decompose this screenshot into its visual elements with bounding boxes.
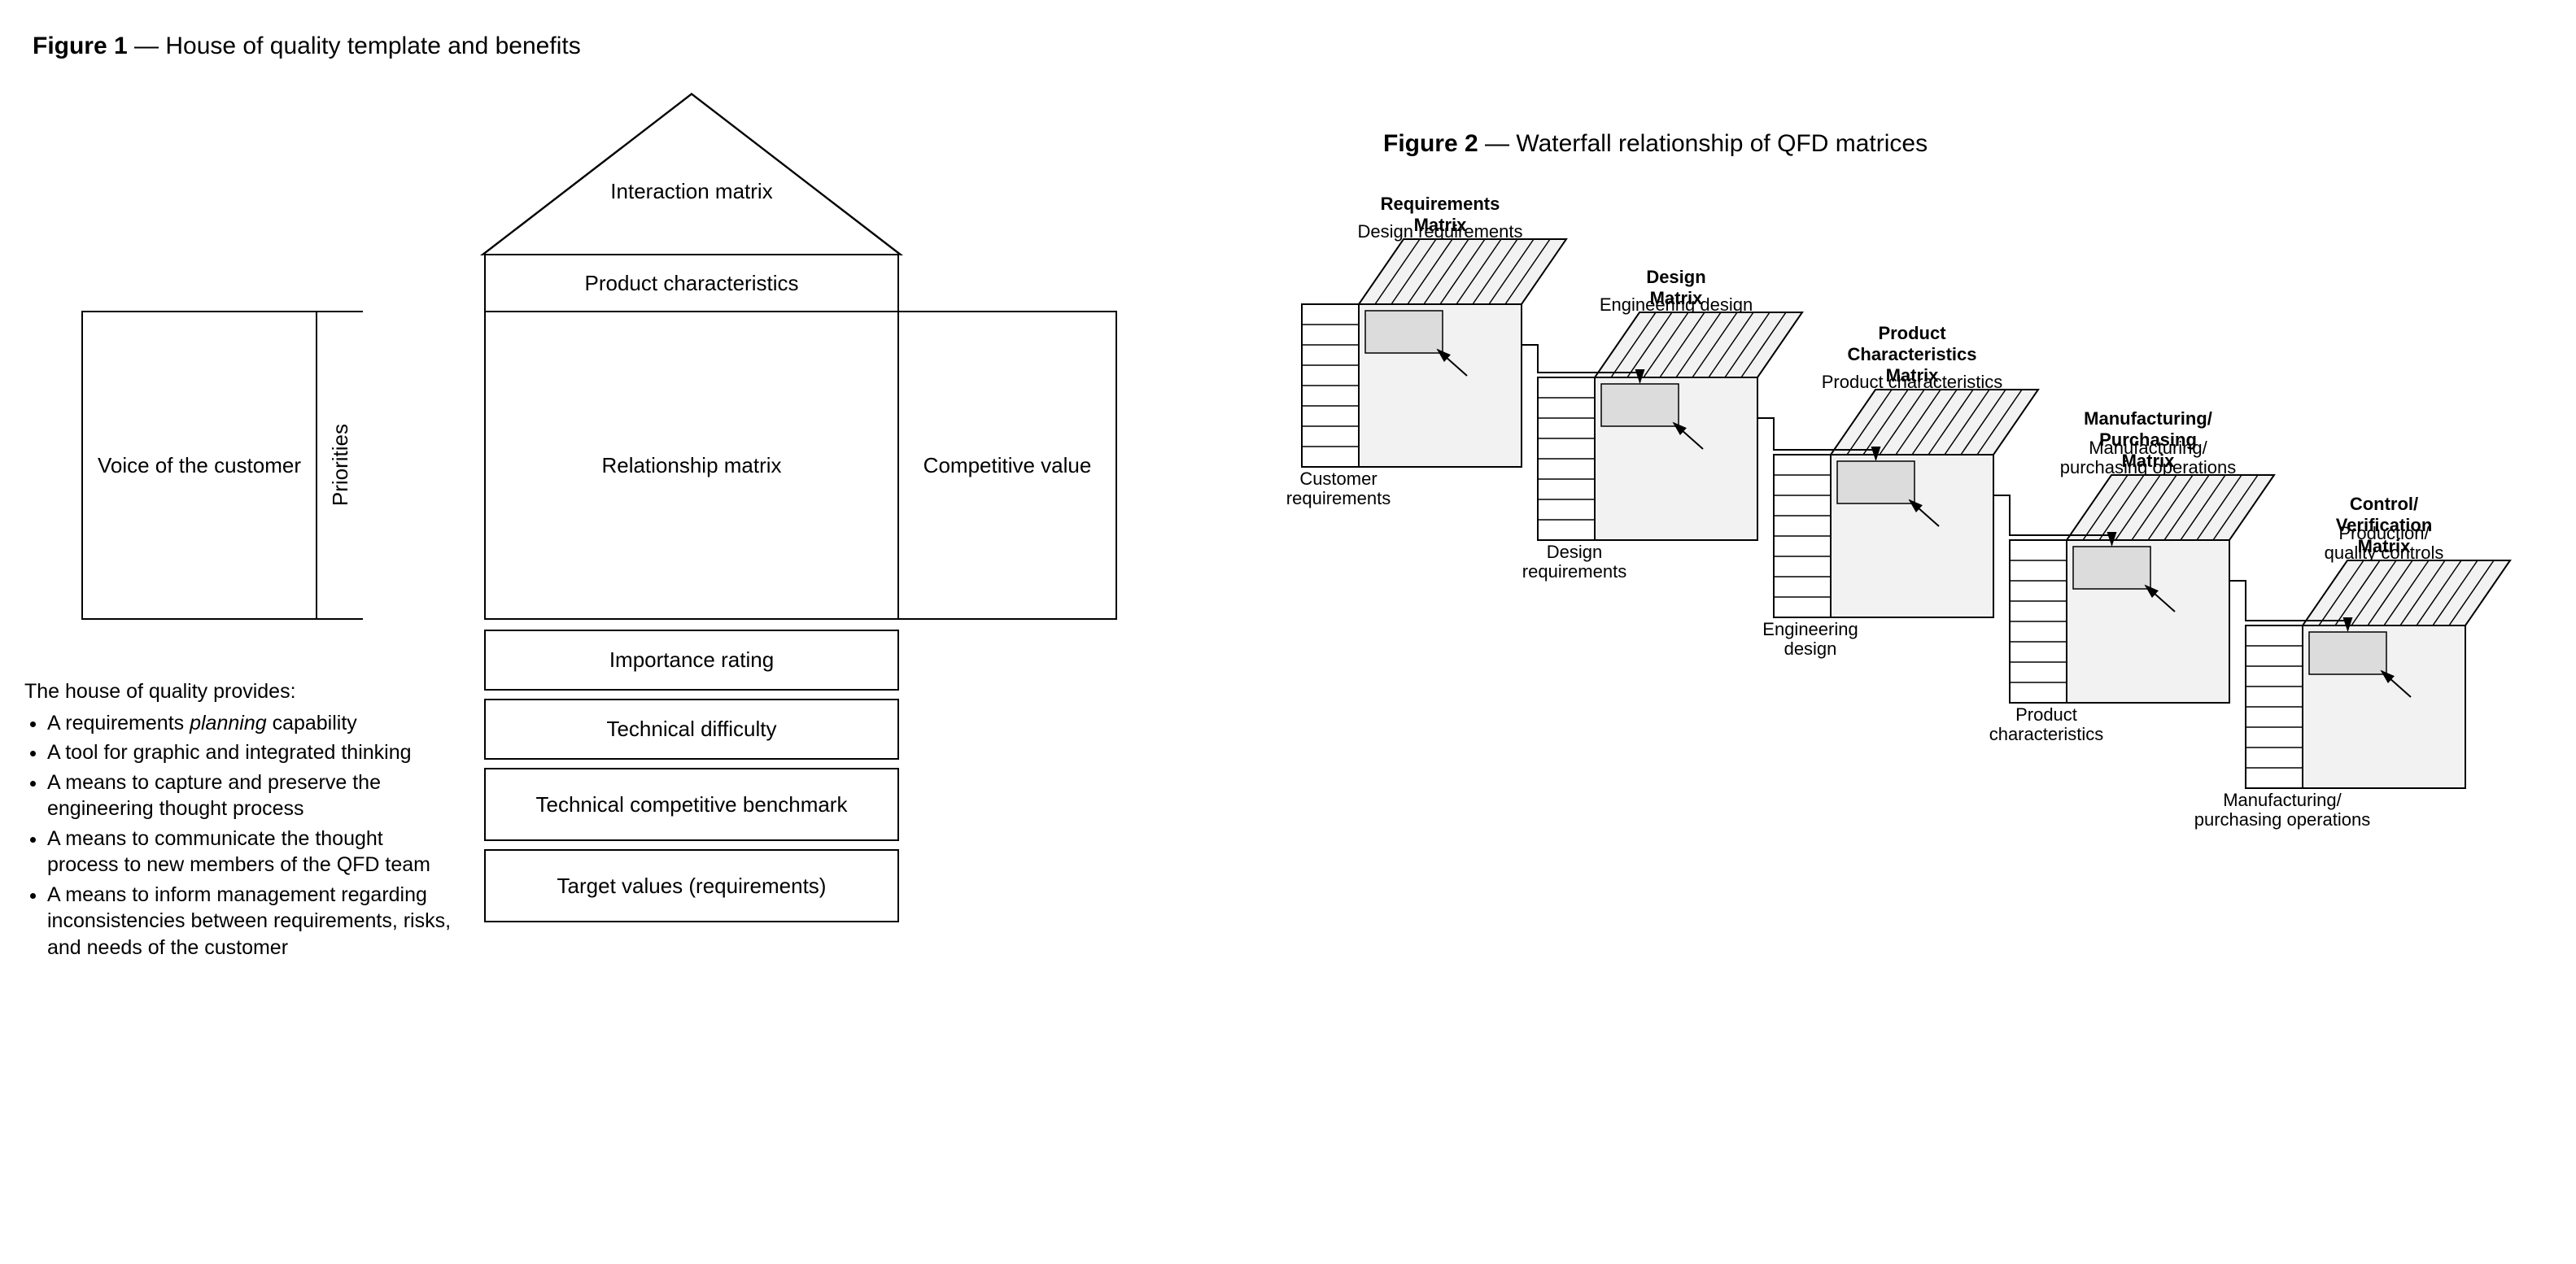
figure-2-caption: — Waterfall relationship of QFD matrices	[1478, 130, 1928, 157]
hoq-benefit-item: A means to inform management regarding i…	[47, 882, 456, 961]
svg-text:Characteristics: Characteristics	[1848, 344, 1977, 364]
page: Figure 1 — House of quality template and…	[33, 33, 2543, 1231]
waterfall-diagram: RequirementsMatrixDesign requirementsCus…	[1269, 190, 2522, 922]
hoq-benefit-item: A means to communicate the thought proce…	[47, 826, 456, 878]
figure-1-title: Figure 1 — House of quality template and…	[33, 33, 1172, 60]
svg-text:Design: Design	[1547, 542, 1602, 562]
hoq-technical-difficulty: Technical difficulty	[484, 699, 899, 760]
svg-text:Control/: Control/	[2350, 494, 2418, 514]
hoq-relationship-matrix: Relationship matrix	[484, 311, 899, 620]
hoq-importance-rating: Importance rating	[484, 630, 899, 691]
spacer	[363, 311, 486, 620]
svg-text:Product: Product	[2015, 704, 2077, 725]
hoq-technical-benchmark: Technical competitive benchmark	[484, 768, 899, 841]
hoq-roof-triangle	[480, 93, 903, 255]
svg-text:Customer: Customer	[1299, 469, 1377, 489]
figure-1-number: Figure 1	[33, 33, 128, 59]
hoq-sep-right	[897, 311, 899, 620]
hoq-competitive-value: Competitive value	[897, 311, 1117, 620]
svg-text:Manufacturing/: Manufacturing/	[2089, 438, 2207, 458]
svg-text:Manufacturing/: Manufacturing/	[2084, 408, 2212, 429]
hoq-benefits-list: The house of quality provides: A require…	[24, 678, 456, 964]
hoq-benefit-item: A means to capture and preserve the engi…	[47, 769, 456, 822]
figure-2: Figure 2 — Waterfall relationship of QFD…	[1269, 33, 2522, 922]
hoq-roof-label: Interaction matrix	[521, 178, 862, 205]
figure-1-caption: — House of quality template and benefits	[128, 33, 581, 59]
hoq-product-characteristics: Product characteristics	[484, 254, 899, 312]
svg-text:Design: Design	[1646, 267, 1705, 287]
svg-text:Requirements: Requirements	[1381, 194, 1500, 214]
hoq-target-values: Target values (requirements)	[484, 849, 899, 922]
hoq-priorities: Priorities	[316, 311, 365, 620]
svg-text:purchasing operations: purchasing operations	[2194, 809, 2370, 830]
hoq-voice-of-customer: Voice of the customer	[81, 311, 317, 620]
figure-2-title: Figure 2 — Waterfall relationship of QFD…	[1383, 130, 2522, 158]
svg-text:Manufacturing/: Manufacturing/	[2223, 790, 2342, 810]
figure-2-number: Figure 2	[1383, 130, 1478, 157]
svg-text:characteristics: characteristics	[1989, 724, 2104, 744]
svg-text:Product: Product	[1878, 323, 1946, 343]
hoq-sep-left	[484, 311, 486, 620]
hoq-benefit-item: A requirements planning capability	[47, 710, 456, 737]
svg-text:Production/: Production/	[2338, 523, 2430, 543]
figure-1: Figure 1 — House of quality template and…	[33, 33, 1172, 1231]
house-of-quality-diagram: Interaction matrix Product characteristi…	[33, 93, 1172, 1231]
svg-text:requirements: requirements	[1286, 488, 1391, 508]
hoq-benefits-lead: The house of quality provides:	[24, 678, 456, 705]
svg-text:design: design	[1784, 639, 1837, 659]
hoq-priorities-label: Priorities	[327, 424, 354, 506]
svg-text:requirements: requirements	[1522, 561, 1626, 582]
svg-text:Engineering: Engineering	[1762, 619, 1858, 639]
hoq-benefit-item: A tool for graphic and integrated thinki…	[47, 739, 456, 766]
